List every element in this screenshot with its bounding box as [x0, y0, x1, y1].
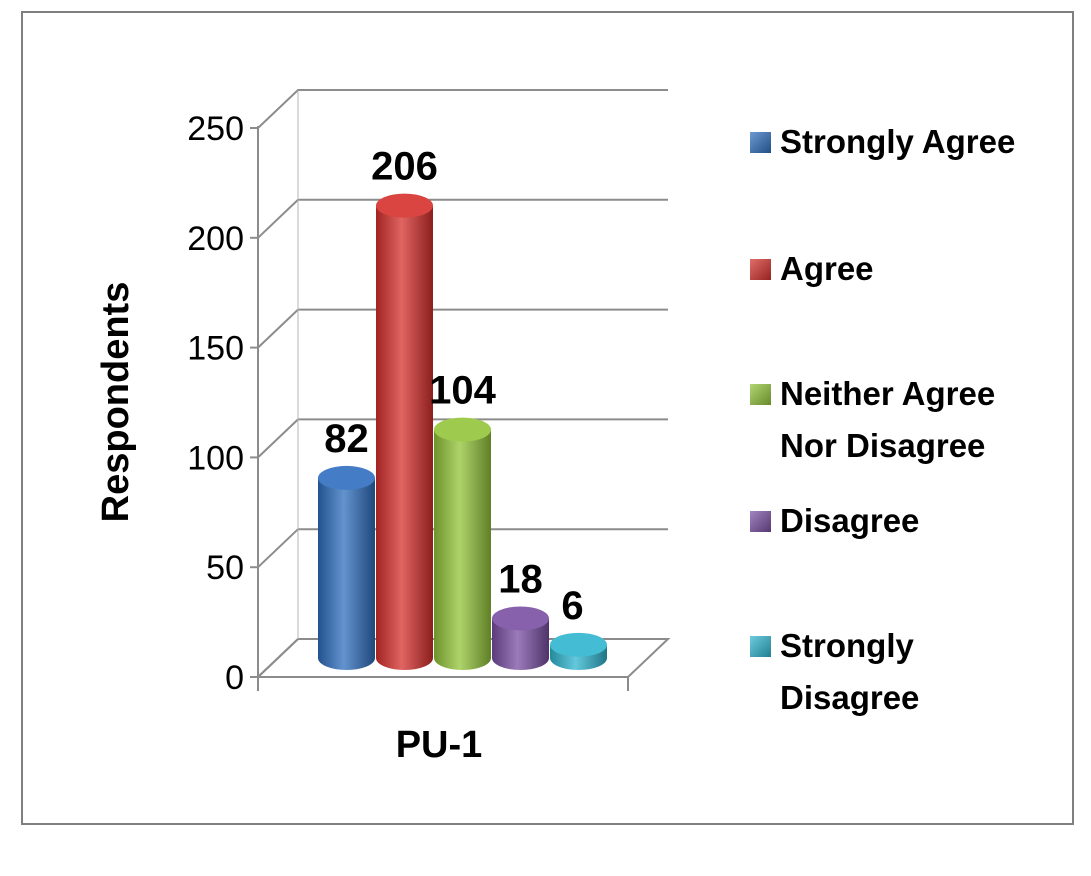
y-tick-label: 200 [187, 220, 244, 258]
gridline [257, 198, 668, 239]
bar-body [318, 477, 375, 670]
legend-label: Disagree [780, 502, 919, 539]
y-tick-label: 100 [187, 439, 244, 477]
legend-label: Strongly Disagree [780, 627, 919, 716]
y-tick-label: 250 [187, 110, 244, 148]
data-label: 18 [498, 557, 543, 601]
y-axis-title: Respondents [95, 282, 137, 523]
x-category-label: PU-1 [396, 724, 483, 766]
bar-top [434, 417, 491, 442]
bar-disagree [492, 606, 549, 670]
y-tick-label: 150 [187, 330, 244, 368]
data-label: 82 [324, 417, 369, 461]
data-labels: 82 206 104 18 6 [324, 145, 583, 628]
bar-top [376, 193, 433, 218]
y-tick-label: 0 [225, 659, 244, 697]
legend-swatch [750, 384, 771, 405]
legend-swatch [750, 132, 771, 153]
bar-top [550, 632, 607, 657]
bar-top [318, 465, 375, 490]
legend-item: Strongly Disagree [750, 627, 919, 716]
bar-top [492, 606, 549, 631]
bar-body [376, 205, 433, 670]
axes [250, 90, 629, 691]
data-label: 206 [371, 145, 438, 189]
legend-item: Strongly Agree [750, 123, 1015, 160]
legend-item: Neither Agree Nor Disagree [750, 375, 995, 464]
bars [318, 193, 607, 670]
legend-item: Agree [750, 250, 874, 287]
gridline [257, 89, 668, 129]
legend-swatch [750, 259, 771, 280]
bar-body [492, 618, 549, 670]
bar-neither-agree-nor-disagree [434, 417, 491, 670]
y-tick-labels: 0 50 100 150 200 250 [187, 110, 244, 697]
legend-swatch [750, 511, 771, 532]
bar-strongly-agree [318, 465, 375, 670]
gridline [257, 308, 668, 349]
legend-item: Disagree [750, 502, 919, 539]
y-tick-label: 50 [206, 549, 244, 587]
legend-label: Strongly Agree [780, 123, 1015, 160]
legend-label: Neither Agree Nor Disagree [780, 375, 995, 464]
data-label: 6 [561, 584, 583, 628]
bar-agree [376, 193, 433, 670]
bar-body [434, 429, 491, 670]
bar-strongly-disagree [550, 632, 607, 670]
legend-swatch [750, 636, 771, 657]
legend-label: Agree [780, 250, 874, 287]
chart-frame [21, 11, 1074, 825]
data-label: 104 [429, 369, 496, 413]
legend: Strongly Agree Agree Neither Agree Nor Disa… [750, 123, 1015, 716]
